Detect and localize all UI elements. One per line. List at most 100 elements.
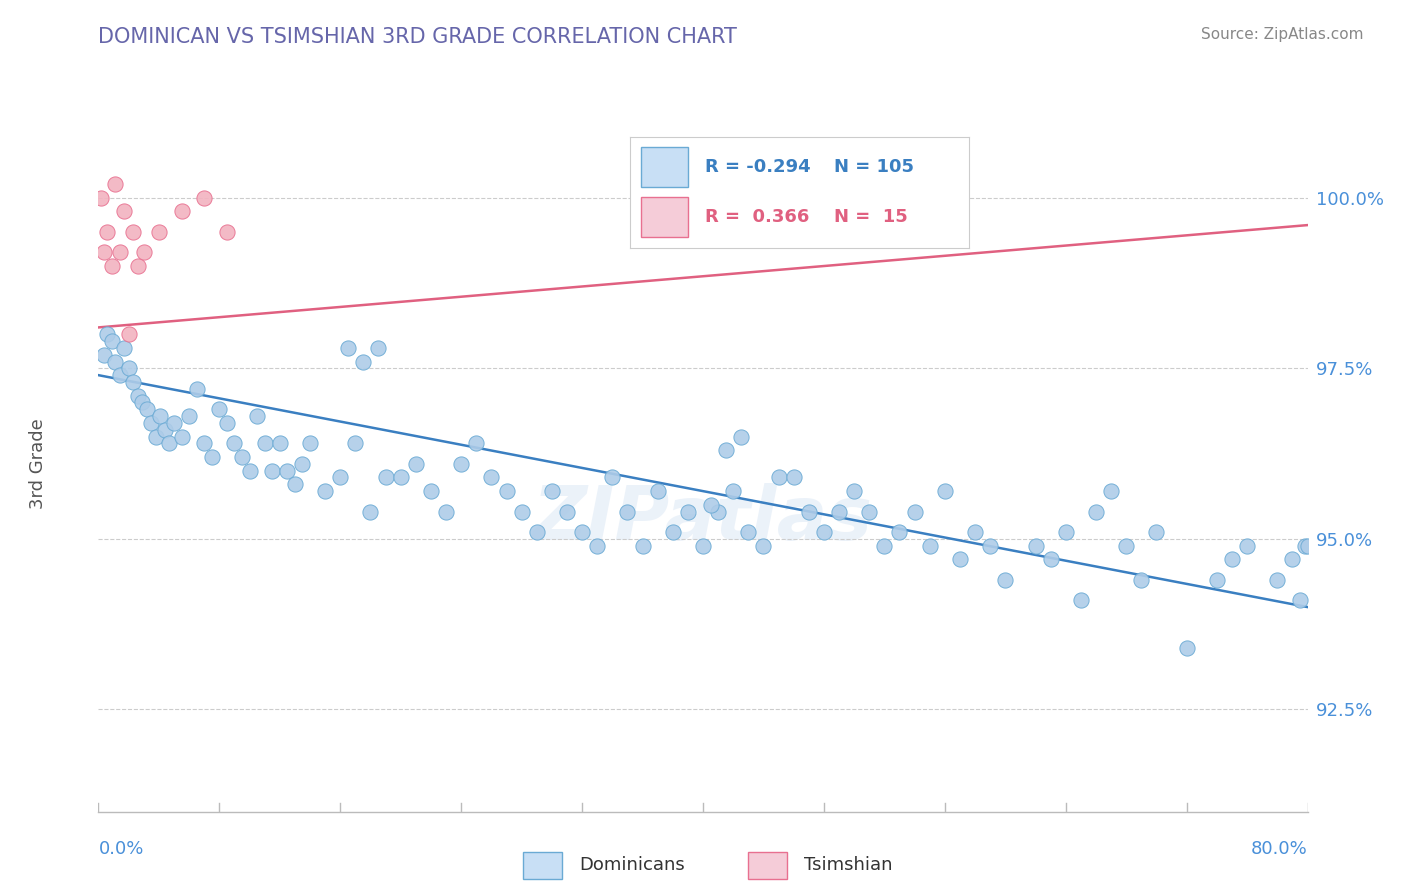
Point	[193, 436, 215, 450]
Point	[405, 457, 427, 471]
Point	[1267, 573, 1289, 587]
Point	[616, 505, 638, 519]
Point	[737, 524, 759, 539]
Point	[994, 573, 1017, 587]
Point	[215, 416, 238, 430]
Point	[730, 429, 752, 443]
Point	[828, 505, 851, 519]
Point	[215, 225, 238, 239]
Point	[224, 436, 246, 450]
Point	[239, 464, 262, 478]
Point	[1099, 484, 1122, 499]
Point	[269, 436, 291, 450]
Text: Source: ZipAtlas.com: Source: ZipAtlas.com	[1201, 27, 1364, 42]
Point	[1296, 539, 1319, 553]
Point	[159, 436, 181, 450]
Point	[707, 505, 730, 519]
Point	[104, 354, 127, 368]
Point	[299, 436, 322, 450]
Point	[122, 375, 145, 389]
Point	[93, 348, 115, 362]
Text: DOMINICAN VS TSIMSHIAN 3RD GRADE CORRELATION CHART: DOMINICAN VS TSIMSHIAN 3RD GRADE CORRELA…	[98, 27, 737, 46]
Point	[1236, 539, 1258, 553]
Point	[148, 225, 170, 239]
Point	[112, 341, 135, 355]
Point	[752, 539, 775, 553]
Point	[450, 457, 472, 471]
Point	[127, 259, 149, 273]
Point	[141, 416, 163, 430]
Point	[352, 354, 374, 368]
Text: 3rd Grade: 3rd Grade	[30, 418, 46, 509]
Point	[1085, 505, 1108, 519]
Point	[918, 539, 941, 553]
Point	[132, 245, 155, 260]
Point	[555, 505, 578, 519]
Point	[571, 524, 593, 539]
Point	[96, 225, 118, 239]
Point	[495, 484, 517, 499]
Point	[90, 191, 112, 205]
Point	[586, 539, 609, 553]
Bar	[748, 852, 787, 879]
Point	[186, 382, 208, 396]
Point	[692, 539, 714, 553]
Point	[1039, 552, 1062, 566]
Point	[1294, 539, 1316, 553]
Point	[170, 204, 193, 219]
Bar	[523, 852, 562, 879]
Text: 0.0%: 0.0%	[98, 839, 143, 857]
Point	[949, 552, 972, 566]
Point	[768, 470, 790, 484]
Text: ZIPatlas: ZIPatlas	[533, 483, 873, 556]
Point	[510, 505, 533, 519]
Bar	[641, 197, 688, 237]
Point	[1070, 593, 1092, 607]
Point	[108, 245, 131, 260]
Point	[93, 245, 115, 260]
Point	[1146, 524, 1168, 539]
Text: Dominicans: Dominicans	[579, 856, 685, 874]
Point	[163, 416, 186, 430]
Point	[873, 539, 896, 553]
Text: N = 105: N = 105	[834, 158, 914, 176]
Point	[131, 395, 153, 409]
Point	[127, 389, 149, 403]
Point	[844, 484, 866, 499]
Point	[360, 505, 382, 519]
Point	[374, 470, 396, 484]
Point	[602, 470, 624, 484]
Point	[1175, 640, 1198, 655]
Point	[367, 341, 389, 355]
Point	[965, 524, 987, 539]
Point	[813, 524, 835, 539]
Point	[434, 505, 457, 519]
Point	[101, 259, 124, 273]
Point	[1220, 552, 1243, 566]
Point	[1024, 539, 1046, 553]
Point	[135, 402, 157, 417]
Point	[104, 177, 127, 191]
Point	[904, 505, 927, 519]
Point	[526, 524, 548, 539]
Point	[662, 524, 685, 539]
Point	[541, 484, 564, 499]
Text: Tsimshian: Tsimshian	[804, 856, 893, 874]
Point	[1206, 573, 1229, 587]
Point	[889, 524, 911, 539]
Point	[714, 443, 737, 458]
Point	[858, 505, 880, 519]
Point	[979, 539, 1001, 553]
Point	[389, 470, 412, 484]
Point	[1289, 593, 1312, 607]
Point	[344, 436, 367, 450]
Text: N =  15: N = 15	[834, 208, 907, 226]
Point	[170, 429, 193, 443]
Text: 80.0%: 80.0%	[1251, 839, 1308, 857]
Point	[96, 327, 118, 342]
Point	[314, 484, 336, 499]
Point	[465, 436, 488, 450]
Point	[1281, 552, 1303, 566]
Point	[179, 409, 201, 423]
Point	[481, 470, 503, 484]
